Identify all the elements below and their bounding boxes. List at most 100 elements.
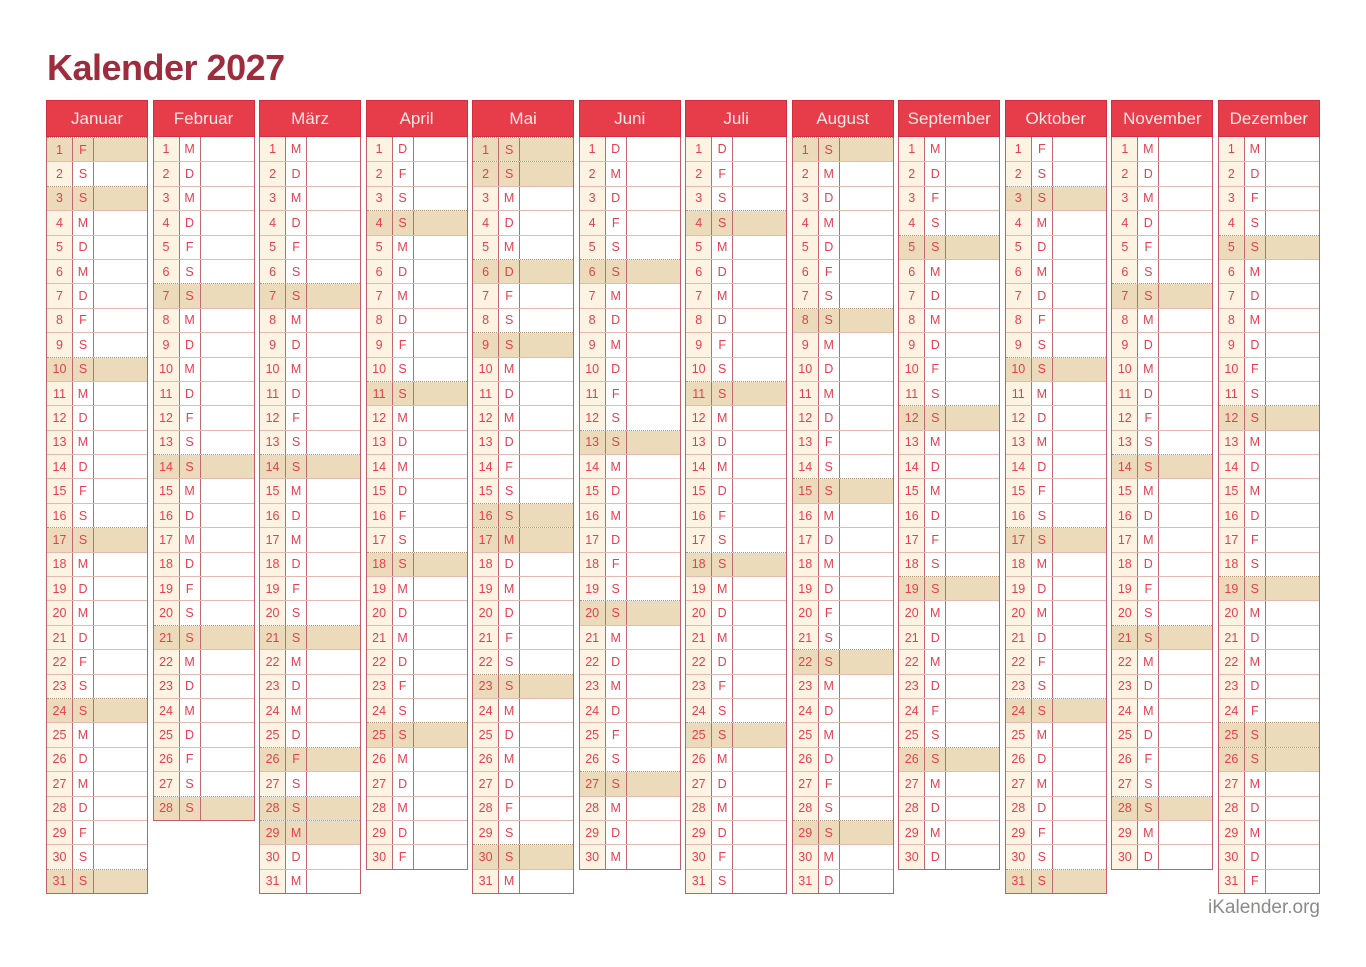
day-notes	[413, 186, 467, 211]
day-number: 6	[899, 259, 926, 284]
day-row: 22 D	[366, 649, 467, 674]
day-notes	[733, 528, 787, 552]
day-letter: S	[179, 625, 201, 650]
day-notes	[1052, 674, 1106, 698]
day-notes	[1265, 333, 1319, 357]
day-letter: F	[286, 406, 308, 430]
day-notes	[839, 625, 893, 650]
day-notes	[413, 308, 467, 333]
day-row: 28 F	[473, 795, 574, 820]
month-header: Februar	[152, 100, 255, 137]
day-number: 10	[686, 357, 713, 381]
day-number: 13	[153, 430, 180, 455]
day-number: 11	[899, 381, 926, 406]
day-notes	[839, 528, 893, 552]
day-letter: F	[1031, 650, 1053, 674]
day-notes	[1159, 577, 1213, 601]
day-notes	[200, 235, 254, 259]
day-row: 21 M	[686, 624, 787, 650]
day-letter: D	[1138, 211, 1160, 235]
day-row: 23 S	[1005, 673, 1106, 698]
day-row: 23 M	[579, 673, 680, 698]
day-letter: M	[1138, 357, 1160, 381]
day-letter: D	[818, 186, 840, 211]
day-letter: D	[1138, 503, 1160, 528]
day-number: 5	[47, 235, 73, 259]
day-number: 4	[1005, 211, 1032, 235]
day-notes	[1159, 430, 1213, 455]
day-row: 27 S	[579, 771, 680, 796]
day-number: 18	[153, 552, 180, 577]
day-number: 22	[792, 650, 819, 674]
day-letter: D	[712, 820, 734, 845]
day-number: 29	[1112, 820, 1139, 845]
day-row: 23 D	[1112, 673, 1213, 698]
day-row: 29 M	[1218, 819, 1319, 845]
day-letter: M	[73, 259, 94, 284]
day-number: 3	[153, 186, 180, 211]
day-row: 26 S	[1218, 746, 1319, 772]
day-letter: S	[392, 186, 414, 211]
day-number: 28	[47, 796, 73, 820]
day-notes	[1265, 796, 1319, 820]
day-letter: S	[392, 381, 414, 406]
day-number: 31	[1218, 869, 1245, 894]
day-row: 19 M	[473, 576, 574, 601]
day-number: 23	[47, 674, 73, 698]
day-number: 31	[260, 869, 287, 894]
day-notes	[1052, 869, 1106, 894]
day-row: 2 M	[792, 161, 893, 186]
day-number: 5	[153, 235, 180, 259]
day-row: 3 D	[792, 185, 893, 211]
day-row: 30 M	[579, 844, 680, 869]
day-number: 7	[1218, 284, 1245, 308]
day-notes	[839, 479, 893, 503]
day-row: 22 F	[47, 649, 147, 674]
day-letter: F	[818, 430, 840, 455]
day-notes	[839, 430, 893, 455]
day-letter: M	[818, 162, 840, 186]
day-letter: D	[925, 333, 947, 357]
day-row: 10 S	[1005, 356, 1106, 381]
day-number: 6	[1112, 259, 1139, 284]
day-letter: S	[605, 406, 627, 430]
day-letter: S	[712, 211, 734, 235]
day-row: 13 M	[1218, 429, 1319, 455]
day-number: 24	[260, 698, 287, 723]
day-row: 5 M	[686, 234, 787, 259]
day-number: 25	[686, 723, 713, 747]
day-number: 12	[686, 406, 713, 430]
day-letter: F	[712, 845, 734, 869]
day-row: 11 D	[153, 380, 254, 406]
month-header: März	[259, 100, 362, 137]
day-row: 31 S	[686, 868, 787, 894]
day-letter: S	[499, 333, 521, 357]
day-number: 4	[686, 211, 713, 235]
day-number: 28	[260, 796, 287, 820]
day-row: 23 D	[260, 673, 361, 698]
day-number: 15	[1112, 479, 1139, 503]
day-notes	[200, 259, 254, 284]
day-row: 14 F	[473, 454, 574, 479]
day-notes	[1052, 211, 1106, 235]
day-letter: S	[499, 138, 521, 162]
day-letter: S	[73, 698, 94, 723]
day-letter: D	[392, 479, 414, 503]
day-letter: D	[1031, 284, 1053, 308]
day-notes	[1052, 528, 1106, 552]
day-number: 20	[899, 601, 926, 625]
day-row: 20 D	[366, 600, 467, 625]
day-number: 2	[366, 162, 393, 186]
day-number: 27	[366, 772, 393, 796]
day-letter: M	[179, 650, 201, 674]
day-notes	[946, 211, 1000, 235]
day-number: 5	[473, 235, 500, 259]
day-number: 2	[1112, 162, 1139, 186]
day-letter: D	[179, 674, 201, 698]
day-letter: M	[392, 747, 414, 772]
day-notes	[520, 455, 574, 479]
day-letter: D	[73, 747, 94, 772]
footer-link[interactable]: iKalender.org	[1208, 897, 1320, 918]
day-letter: F	[392, 333, 414, 357]
day-notes	[307, 235, 361, 259]
